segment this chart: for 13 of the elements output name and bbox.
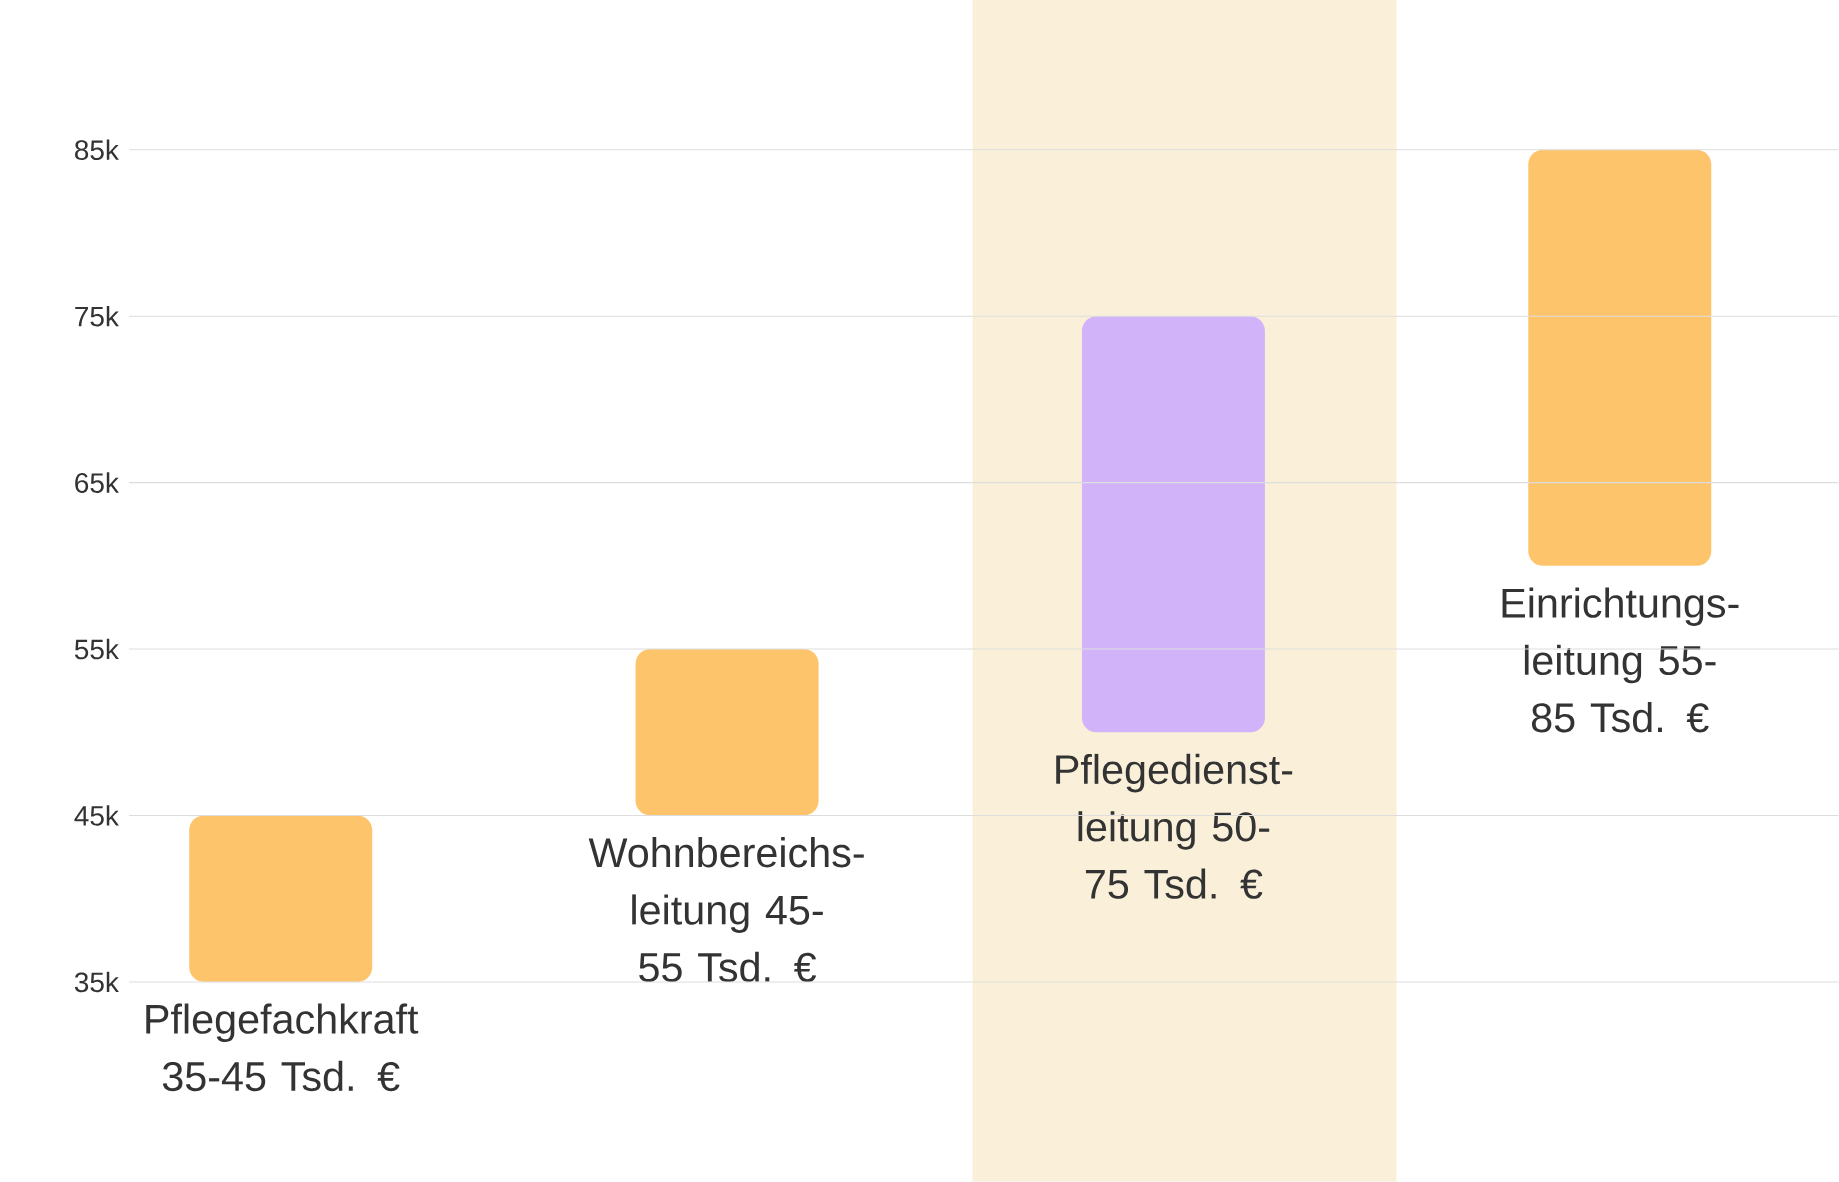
bar xyxy=(635,649,819,816)
y-tick-label: 65k xyxy=(75,472,119,494)
x-tick-label: Einrichtungs-leitung 55-85 Tsd. € xyxy=(1502,587,1739,733)
y-tick-label: 55k xyxy=(74,638,119,660)
bar xyxy=(1081,316,1265,733)
x-tick-label: Wohnbereichs-leitung 45-55 Tsd. € xyxy=(588,837,864,983)
y-tick-label: 75k xyxy=(75,306,119,327)
y-tick-label: 35k xyxy=(74,971,119,993)
bar xyxy=(1528,149,1712,567)
bar xyxy=(189,815,373,983)
x-tick-label: Pflegefachkraft 35-45 Tsd. € xyxy=(146,1003,419,1092)
y-tick-label: 85k xyxy=(75,139,119,161)
y-tick-label: 45k xyxy=(74,805,119,826)
